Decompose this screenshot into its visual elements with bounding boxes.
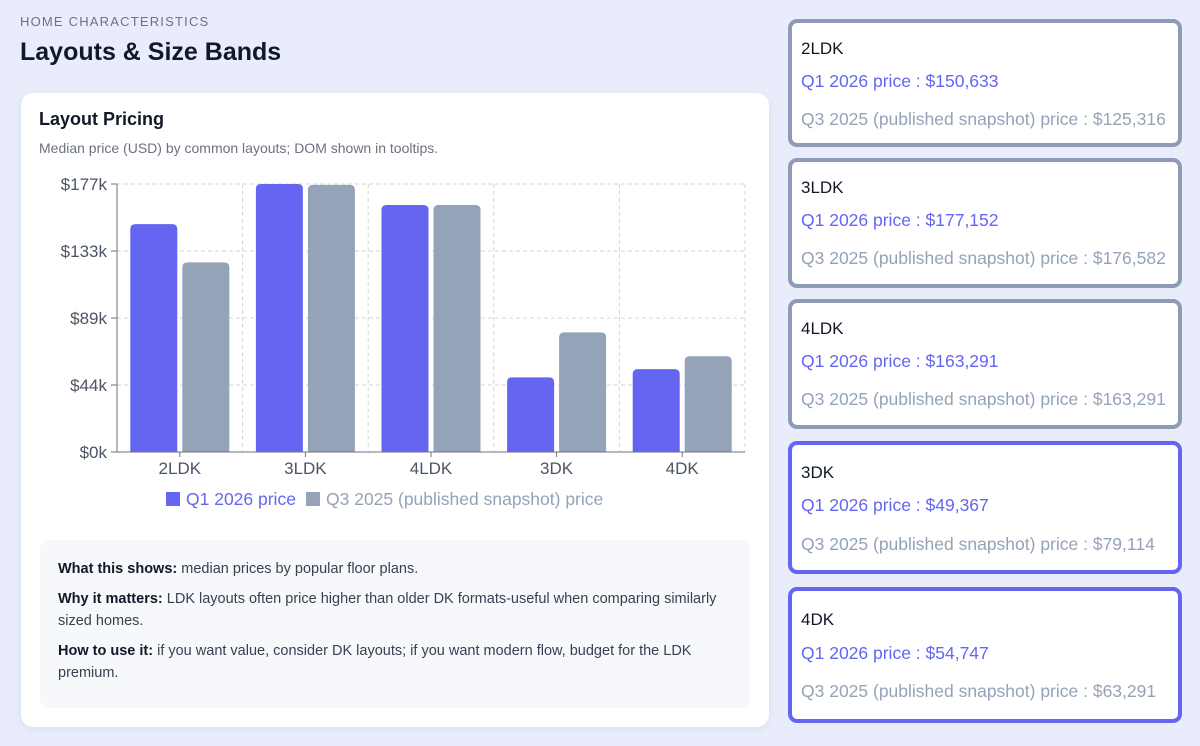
x-tick-label: 4LDK xyxy=(410,459,453,478)
y-tick-label: $133k xyxy=(61,242,108,261)
bar-3dk-q1 xyxy=(507,377,555,452)
layout-card-name: 2LDK xyxy=(801,39,844,58)
y-tick-label: $177k xyxy=(61,175,108,194)
layout-card-q1-price: Q1 2026 price : $150,633 xyxy=(801,71,999,91)
card-title: Layout Pricing xyxy=(39,109,165,129)
layout-card-4dk[interactable]: 4DK Q1 2026 price : $54,747 Q3 2025 (pub… xyxy=(788,587,1182,723)
layout-card-name: 3DK xyxy=(801,463,835,482)
section-eyebrow: HOME CHARACTERISTICS xyxy=(20,14,210,29)
layout-card-q1-price: Q1 2026 price : $163,291 xyxy=(801,351,999,371)
chart-legend: Q1 2026 price Q3 2025 (published snapshot… xyxy=(166,489,603,509)
layout-card-q3-price: Q3 2025 (published snapshot) price : $79… xyxy=(801,534,1155,554)
bar-2ldk-q3 xyxy=(182,262,230,452)
layout-card-q3-price: Q3 2025 (published snapshot) price : $16… xyxy=(801,389,1166,409)
bar-4dk-q3 xyxy=(684,356,732,452)
note-why-label: Why it matters: xyxy=(58,591,163,607)
legend-label-q1: Q1 2026 price xyxy=(186,489,296,509)
layout-card-q3-price: Q3 2025 (published snapshot) price : $63… xyxy=(801,681,1157,701)
x-tick-label: 3DK xyxy=(540,459,574,478)
layout-card-2ldk[interactable]: 2LDK Q1 2026 price : $150,633 Q3 2025 (p… xyxy=(788,19,1182,147)
layout-card-q1-price: Q1 2026 price : $177,152 xyxy=(801,210,999,230)
note-how-text: if you want value, consider DK layouts; … xyxy=(58,643,692,681)
legend-swatch-q3 xyxy=(306,492,320,506)
note-why-text: LDK layouts often price higher than olde… xyxy=(58,591,717,629)
chart-bars xyxy=(130,184,732,452)
y-tick-label: $0k xyxy=(80,443,108,462)
note-what: What this shows: median prices by popula… xyxy=(58,558,732,580)
y-tick-label: $89k xyxy=(70,309,107,328)
x-tick-label: 4DK xyxy=(666,459,700,478)
bar-3ldk-q1 xyxy=(255,184,303,452)
bar-4dk-q1 xyxy=(632,369,680,452)
bar-2ldk-q1 xyxy=(130,224,178,452)
layout-card-3dk[interactable]: 3DK Q1 2026 price : $49,367 Q3 2025 (pub… xyxy=(788,441,1182,574)
legend-label-q3: Q3 2025 (published snapshot) price xyxy=(326,489,603,509)
card-subtitle: Median price (USD) by common layouts; DO… xyxy=(39,140,439,156)
bar-3dk-q3 xyxy=(559,332,607,452)
note-what-text: median prices by popular floor plans. xyxy=(181,561,419,577)
y-tick-label: $44k xyxy=(70,376,107,395)
note-why: Why it matters: LDK layouts often price … xyxy=(58,588,732,632)
note-what-label: What this shows: xyxy=(58,561,178,577)
x-tick-label: 2LDK xyxy=(159,459,202,478)
bar-3ldk-q3 xyxy=(307,184,355,452)
chart-grid xyxy=(117,183,746,452)
layout-pricing-card: Layout Pricing Median price (USD) by com… xyxy=(21,93,769,727)
bar-4ldk-q1 xyxy=(381,204,429,452)
page-title: Layouts & Size Bands xyxy=(20,38,282,66)
note-how-label: How to use it: xyxy=(58,643,154,659)
layout-card-4ldk[interactable]: 4LDK Q1 2026 price : $163,291 Q3 2025 (p… xyxy=(788,299,1182,429)
layout-card-q3-price: Q3 2025 (published snapshot) price : $17… xyxy=(801,248,1166,268)
layout-card-name: 3LDK xyxy=(801,178,844,197)
chart-axes: $0k $44k $89k $133k $177k 2LDK 3LDK 4LDK 3DK 4DK xyxy=(61,175,745,478)
layout-card-q3-price: Q3 2025 (published snapshot) price : $12… xyxy=(801,109,1166,129)
legend-swatch-q1 xyxy=(166,492,180,506)
layout-card-q1-price: Q1 2026 price : $49,367 xyxy=(801,495,989,515)
layout-card-name: 4LDK xyxy=(801,319,844,338)
explanation-panel: What this shows: median prices by popula… xyxy=(40,540,750,708)
bar-4ldk-q3 xyxy=(433,204,481,452)
note-how: How to use it: if you want value, consid… xyxy=(58,640,732,684)
layout-card-3ldk[interactable]: 3LDK Q1 2026 price : $177,152 Q3 2025 (p… xyxy=(788,158,1182,288)
x-tick-label: 3LDK xyxy=(284,459,327,478)
layout-card-q1-price: Q1 2026 price : $54,747 xyxy=(801,643,989,663)
layout-card-name: 4DK xyxy=(801,610,835,629)
